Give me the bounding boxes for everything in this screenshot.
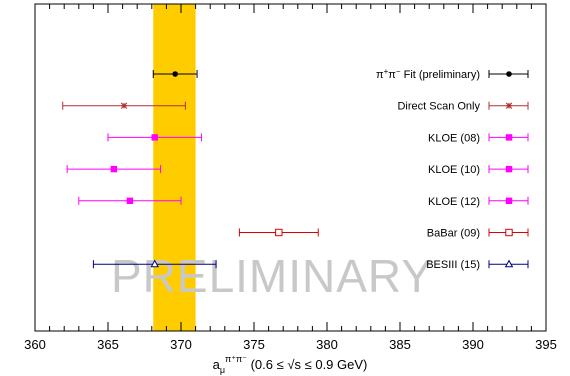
legend-entry: BaBar (09) bbox=[427, 228, 529, 240]
x-tick-label: 365 bbox=[97, 337, 119, 352]
data-point bbox=[126, 197, 134, 204]
legend-entry: BESIII (15) bbox=[426, 259, 529, 271]
data-point-group bbox=[78, 196, 182, 205]
legend-entry: KLOE (12) bbox=[428, 196, 529, 208]
legend-entry: Direct Scan Only bbox=[397, 101, 529, 113]
x-axis-label-suffix: (0.6 ≤ √s ≤ 0.9 GeV) bbox=[247, 357, 367, 372]
legend-label: KLOE (08) bbox=[428, 132, 480, 144]
legend-label: KLOE (10) bbox=[428, 164, 480, 176]
series-layer bbox=[62, 70, 319, 269]
x-tick-label: 375 bbox=[243, 337, 265, 352]
legend-label: BaBar (09) bbox=[427, 228, 480, 240]
legend-marker bbox=[506, 71, 512, 77]
legend-entry: π+π− Fit (preliminary) bbox=[376, 67, 529, 82]
legend-label: BESIII (15) bbox=[426, 259, 480, 271]
data-point bbox=[151, 134, 158, 141]
x-tick-label: 380 bbox=[316, 337, 338, 352]
data-point bbox=[110, 165, 118, 173]
x-tick-label: 385 bbox=[389, 337, 411, 352]
legend-marker bbox=[505, 134, 513, 141]
legend-marker bbox=[505, 102, 513, 109]
x-axis-label-prefix: a bbox=[213, 357, 221, 372]
legend-entry: KLOE (10) bbox=[428, 164, 529, 176]
x-tick-label: 360 bbox=[24, 337, 46, 352]
legend-label: KLOE (12) bbox=[428, 196, 480, 208]
legend-marker bbox=[504, 259, 514, 268]
watermark-layer: PRELIMINARY bbox=[111, 250, 433, 302]
data-point-group bbox=[62, 101, 186, 110]
x-axis-label-mu: μ bbox=[220, 365, 225, 375]
legend-label: Direct Scan Only bbox=[397, 101, 480, 113]
x-tick-label: 395 bbox=[535, 337, 557, 352]
legend-label: π+π− Fit (preliminary) bbox=[376, 67, 480, 82]
watermark: PRELIMINARY bbox=[111, 250, 433, 302]
data-point bbox=[275, 228, 283, 237]
data-point-group bbox=[92, 259, 217, 269]
legend: π+π− Fit (preliminary) Direct Scan Only KL… bbox=[376, 67, 529, 271]
legend-marker bbox=[505, 197, 513, 204]
x-axis-label-superscript: π⁺π⁻ bbox=[225, 354, 247, 364]
data-point-group bbox=[66, 165, 162, 174]
x-axis-label: aμπ⁺π⁻ (0.6 ≤ √s ≤ 0.9 GeV) bbox=[213, 354, 368, 375]
data-point bbox=[120, 102, 128, 109]
data-point-group bbox=[152, 70, 198, 78]
legend-marker bbox=[505, 165, 513, 173]
plot-frame bbox=[34, 3, 547, 332]
legend-entry: KLOE (08) bbox=[428, 132, 529, 144]
data-point-group bbox=[107, 133, 202, 142]
legend-marker bbox=[505, 228, 513, 237]
x-axis: 360 365 370 375 380 385 390 395 bbox=[24, 4, 557, 352]
data-point-group bbox=[238, 228, 319, 237]
x-tick-label: 390 bbox=[462, 337, 484, 352]
data-point bbox=[150, 259, 159, 268]
x-tick-label: 370 bbox=[170, 337, 192, 352]
data-point bbox=[172, 71, 178, 77]
